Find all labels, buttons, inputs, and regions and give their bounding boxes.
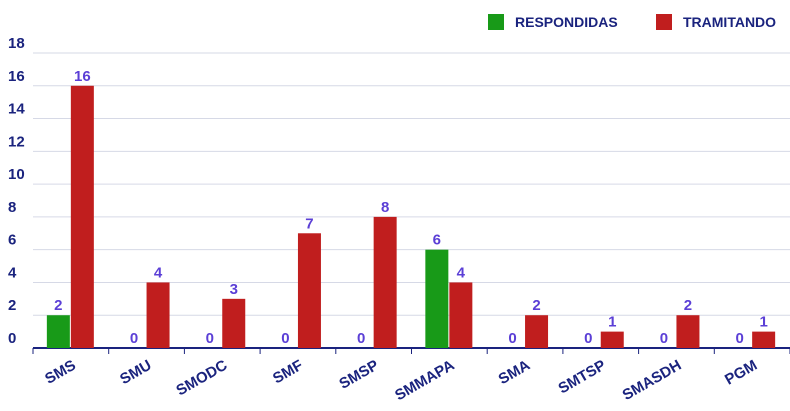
legend-swatch <box>488 14 504 30</box>
y-tick-label: 2 <box>8 297 16 314</box>
x-tick-label: SMTSP <box>555 357 608 398</box>
y-tick-label: 16 <box>8 68 25 85</box>
value-label: 4 <box>154 264 163 281</box>
bar <box>525 315 549 348</box>
bar <box>449 282 473 348</box>
value-label: 0 <box>281 330 289 347</box>
value-label: 0 <box>735 330 743 347</box>
value-label: 3 <box>230 281 238 298</box>
x-tick-label: SMASDH <box>620 357 685 404</box>
x-tick-label: SMA <box>496 357 534 388</box>
y-tick-label: 10 <box>8 166 25 183</box>
x-tick-label: SMSP <box>336 357 381 393</box>
value-label: 4 <box>457 264 466 281</box>
bar <box>373 216 397 348</box>
y-tick-label: 12 <box>8 133 25 150</box>
value-label: 2 <box>532 297 540 314</box>
bar <box>676 315 700 348</box>
bar <box>146 282 170 348</box>
value-label: 8 <box>381 199 389 216</box>
x-tick-label: SMF <box>270 357 306 388</box>
value-label: 0 <box>206 330 214 347</box>
y-tick-label: 18 <box>8 35 25 52</box>
y-tick-label: 4 <box>8 264 17 281</box>
value-label: 0 <box>660 330 668 347</box>
value-label: 1 <box>759 314 767 331</box>
value-label: 2 <box>684 297 692 314</box>
bar <box>752 331 776 348</box>
bar <box>222 298 246 348</box>
x-tick-label: SMS <box>42 357 79 388</box>
bar <box>297 233 321 348</box>
value-label: 6 <box>433 232 441 249</box>
y-tick-label: 8 <box>8 199 16 216</box>
bar <box>46 315 70 348</box>
x-tick-label: SMU <box>117 357 154 388</box>
x-tick-label: PGM <box>722 357 760 389</box>
value-label: 16 <box>74 68 91 85</box>
value-label: 2 <box>54 297 62 314</box>
y-tick-label: 0 <box>8 330 16 347</box>
legend-label: TRAMITANDO <box>683 14 776 30</box>
legend-label: RESPONDIDAS <box>515 14 618 30</box>
value-label: 0 <box>508 330 516 347</box>
legend-swatch <box>656 14 672 30</box>
x-tick-label: SMODC <box>173 357 230 400</box>
value-label: 0 <box>130 330 138 347</box>
bar <box>425 249 449 348</box>
value-label: 0 <box>357 330 365 347</box>
value-label: 1 <box>608 314 616 331</box>
value-label: 0 <box>584 330 592 347</box>
x-tick-label: SMMAPA <box>392 357 457 405</box>
bar <box>70 85 94 349</box>
y-tick-label: 6 <box>8 232 16 249</box>
bar <box>600 331 624 348</box>
value-label: 7 <box>305 215 313 232</box>
y-tick-label: 14 <box>8 101 25 118</box>
